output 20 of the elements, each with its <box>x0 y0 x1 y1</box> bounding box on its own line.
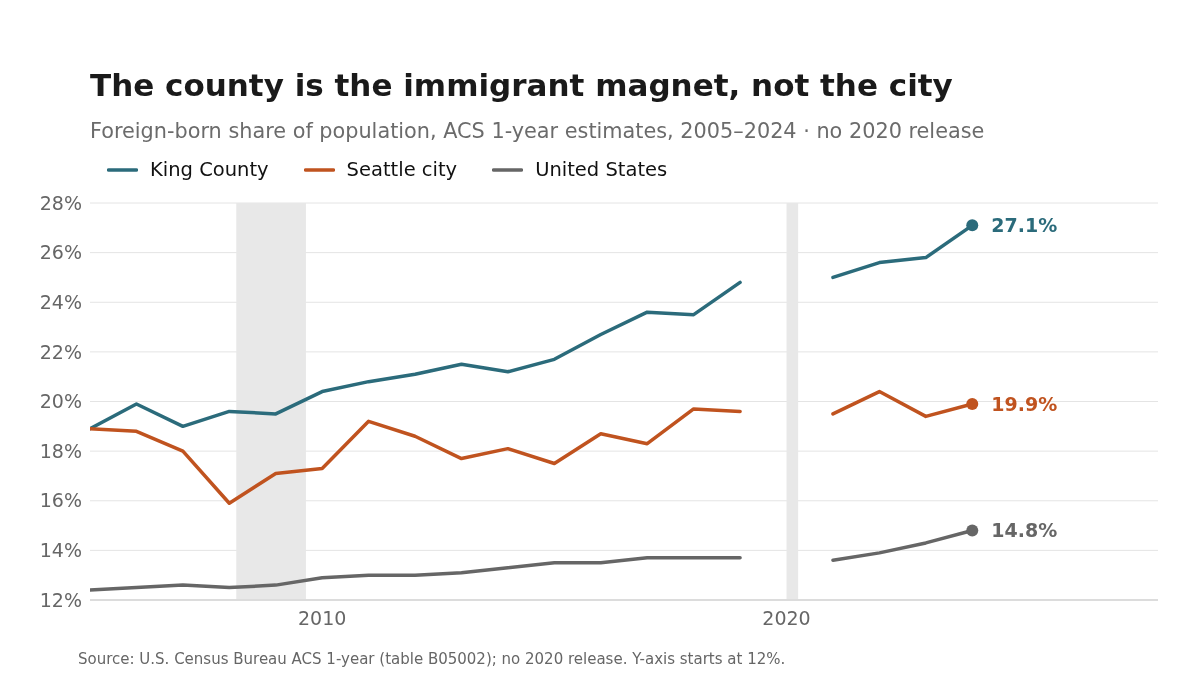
y-tick-label: 24% <box>39 290 82 313</box>
y-tick-label: 18% <box>39 439 82 462</box>
data-label: 14.8% <box>991 519 1058 542</box>
chart-title: The county is the immigrant magnet, not the city <box>90 67 953 103</box>
y-tick-label: 28% <box>39 191 82 214</box>
x-tick-label: 2020 <box>762 607 811 630</box>
y-tick-label: 12% <box>39 588 82 611</box>
legend-label: Seattle city <box>346 158 458 181</box>
data-label: 27.1% <box>991 214 1058 237</box>
y-tick-label: 22% <box>39 340 82 363</box>
y-tick-label: 26% <box>39 241 82 264</box>
chart-subtitle: Foreign-born share of population, ACS 1-year estimates, 2005–2024 · no 2020 release <box>90 119 985 143</box>
y-tick-label: 14% <box>39 539 82 562</box>
y-tick-label: 20% <box>39 390 82 413</box>
y-tick-label: 16% <box>39 489 82 512</box>
x-tick-label: 2010 <box>297 607 347 630</box>
legend-label: King County <box>150 158 269 181</box>
source-note: Source: U.S. Census Bureau ACS 1-year (table B05002); no 2020 release. Y-axis starts at 12%. <box>78 650 786 668</box>
legend-label: United States <box>535 158 668 181</box>
data-label: 19.9% <box>991 392 1058 415</box>
